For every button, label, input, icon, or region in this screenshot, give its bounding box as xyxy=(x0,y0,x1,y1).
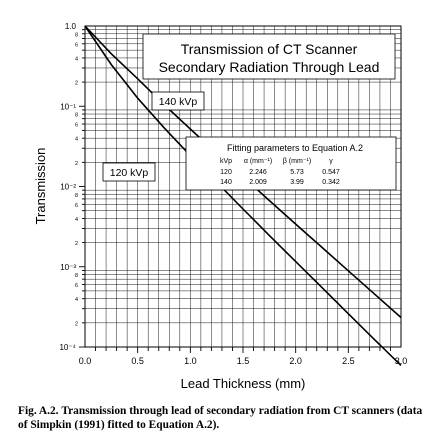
label-140-box xyxy=(151,91,205,111)
x-tick-label: 1.5 xyxy=(237,356,250,366)
y-minor-label: 6 xyxy=(75,123,78,129)
y-minor-label: 6 xyxy=(75,203,78,209)
y-minor-label: 6 xyxy=(75,283,78,289)
y-minor-label: 2 xyxy=(75,161,78,167)
y-minor-label: 8 xyxy=(75,32,78,38)
series-label-120kvp: 120 kVp xyxy=(110,167,149,179)
x-tick-label: 3.0 xyxy=(395,356,408,366)
param-header-alpha: α (mm⁻¹) xyxy=(244,158,272,165)
series-label-140kvp: 140 kVp xyxy=(159,96,198,108)
y-decade-label: 10⁻³ xyxy=(60,263,76,272)
y-minor-label: 6 xyxy=(75,42,78,48)
param-cell: 120 xyxy=(220,169,232,176)
axis-ticks xyxy=(79,29,391,353)
y-decade-label: 10⁻¹ xyxy=(60,102,76,111)
y-minor-label: 4 xyxy=(75,297,78,303)
param-cell: 0.547 xyxy=(322,169,340,176)
y-minor-label: 2 xyxy=(75,321,78,327)
parameter-table-title: Fitting parameters to Equation A.2 xyxy=(227,143,363,153)
y-decade-label: 10⁻² xyxy=(60,183,76,192)
y-minor-label: 4 xyxy=(75,217,78,223)
x-axis-label: Lead Thickness (mm) xyxy=(181,376,306,391)
param-header-kvp: kVp xyxy=(220,158,232,165)
x-tick-labels: 0.0 0.5 1.0 1.5 2.0 2.5 3.0 xyxy=(79,356,408,366)
parameter-table-box xyxy=(185,136,397,191)
param-cell: 140 xyxy=(220,179,232,186)
x-tick-label: 1.0 xyxy=(184,356,197,366)
chart-title: Transmission of CT Scanner xyxy=(181,41,358,57)
y-tick-labels: 1.0 10⁻¹ 10⁻² 10⁻³ 10⁻⁴ 8 6 4 2 8 6 4 2 8 6 4 2 8 6 4 2 xyxy=(59,22,78,352)
chart-subtitle: Secondary Radiation Through Lead xyxy=(159,59,380,75)
figure-caption: Fig. A.2. Transmission through lead of s… xyxy=(18,404,423,432)
y-minor-label: 8 xyxy=(75,273,78,279)
x-tick-label: 0.5 xyxy=(131,356,144,366)
caption-label: Fig. A.2. xyxy=(18,405,59,417)
param-cell: 5.73 xyxy=(290,169,304,176)
y-minor-label: 2 xyxy=(75,241,78,247)
x-tick-label: 2.0 xyxy=(289,356,302,366)
y-axis-label: Transmission xyxy=(33,148,48,225)
param-cell: 3.99 xyxy=(290,179,304,186)
y-minor-label: 2 xyxy=(75,81,78,87)
y-minor-label: 8 xyxy=(75,193,78,199)
parameter-table: Fitting parameters to Equation A.2 kVp α… xyxy=(185,136,397,191)
param-cell: 2.009 xyxy=(249,179,267,186)
x-tick-label: 2.5 xyxy=(342,356,355,366)
param-header-gamma: γ xyxy=(329,158,333,165)
x-tick-label: 0.0 xyxy=(79,356,92,366)
y-minor-label: 4 xyxy=(75,137,78,143)
y-decade-label: 1.0 xyxy=(65,22,77,31)
series-line-120kvp xyxy=(84,25,402,366)
param-header-beta: β (mm⁻¹) xyxy=(283,158,311,165)
caption-text: Transmission through lead of secondary r… xyxy=(18,405,423,431)
y-minor-label: 4 xyxy=(75,56,78,62)
transmission-chart: 0.0 0.5 1.0 1.5 2.0 2.5 3.0 1.0 10⁻¹ 10⁻² 10⁻³ 10⁻… xyxy=(33,22,408,391)
label-120-box xyxy=(102,162,156,182)
y-decade-label: 10⁻⁴ xyxy=(59,343,76,352)
title-box xyxy=(142,33,396,80)
y-minor-label: 8 xyxy=(75,113,78,119)
param-cell: 0.342 xyxy=(322,179,340,186)
param-cell: 2.246 xyxy=(249,169,267,176)
